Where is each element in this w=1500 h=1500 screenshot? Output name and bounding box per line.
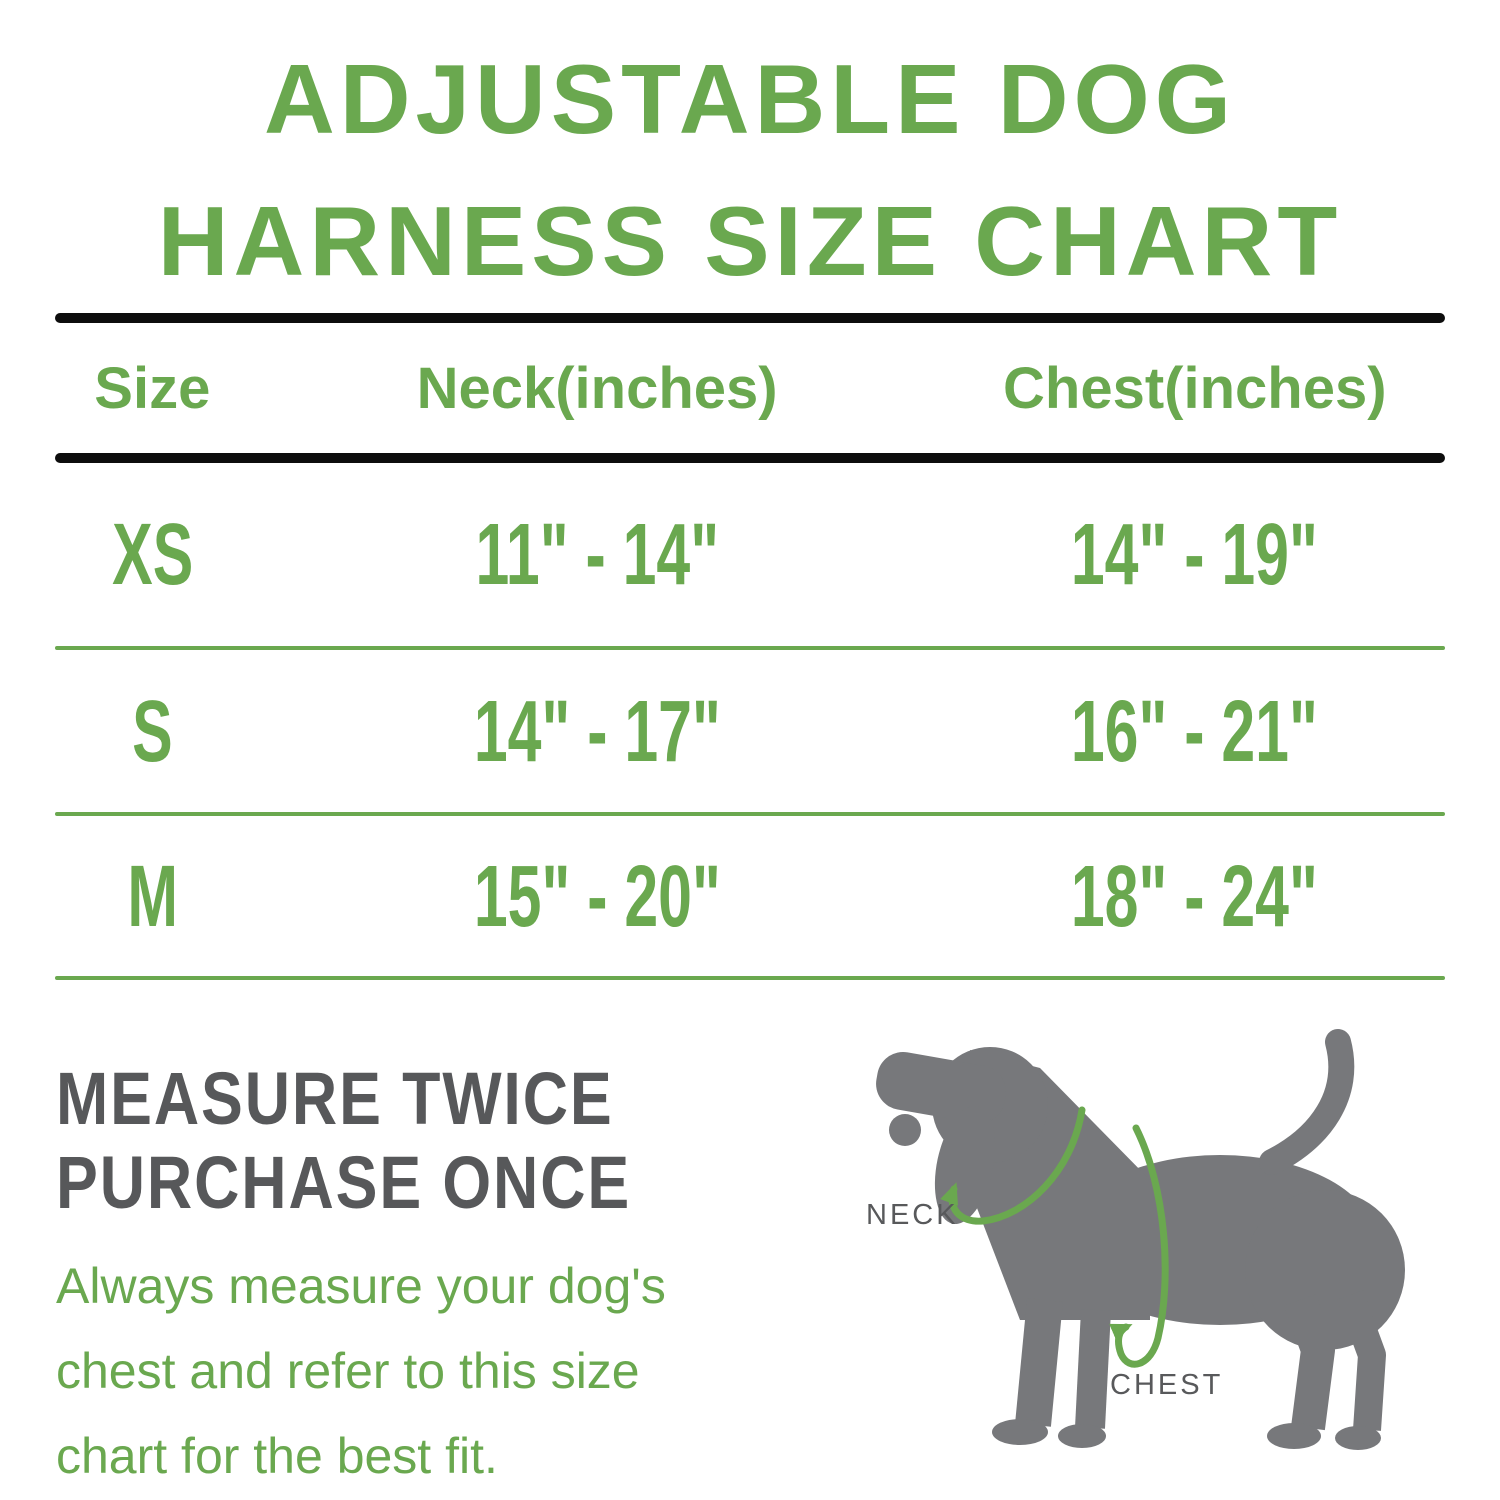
cell-neck-m: 15" - 20": [473, 847, 721, 945]
header-cell-size: Size: [94, 355, 211, 421]
cell-size-s: S: [132, 682, 173, 780]
cell-size-m: M: [126, 847, 178, 945]
table-header-rule: [55, 453, 1445, 463]
table-row-xs: XS 11" - 14" 14" - 19": [55, 463, 1445, 646]
page-title: ADJUSTABLE DOG HARNESS SIZE CHART: [0, 28, 1500, 312]
row-divider: [55, 976, 1445, 980]
row-divider: [55, 646, 1445, 650]
cell-neck-xs: 11" - 14": [475, 505, 719, 604]
page-title-line1: ADJUSTABLE DOG: [263, 44, 1236, 154]
dog-measurement-diagram: NECK CHEST: [866, 1029, 1405, 1450]
chest-label: CHEST: [1110, 1369, 1223, 1401]
header-cell-neck: Neck(inches): [416, 355, 778, 421]
size-table: Size Neck(inches) Chest(inches) XS 11" -…: [55, 313, 1445, 980]
header-cell-chest: Chest(inches): [1003, 355, 1387, 421]
measure-advice-block: MEASURE TWICE PURCHASE ONCE Always measu…: [56, 1056, 776, 1499]
table-top-rule: [55, 313, 1445, 323]
cell-chest-m: 18" - 24": [1071, 847, 1319, 945]
table-header-row: Size Neck(inches) Chest(inches): [55, 323, 1445, 453]
cell-neck-s: 14" - 17": [473, 682, 721, 780]
dog-silhouette-icon: [876, 1029, 1405, 1450]
cell-chest-s: 16" - 21": [1071, 682, 1319, 780]
footer-heading-line1: MEASURE TWICE: [56, 1056, 614, 1140]
page-title-line2: HARNESS SIZE CHART: [157, 186, 1343, 296]
footer-note: Always measure your dog's chest and refe…: [56, 1258, 666, 1484]
footer-heading: MEASURE TWICE PURCHASE ONCE: [56, 1056, 776, 1224]
table-row-m: M 15" - 20" 18" - 24": [55, 816, 1445, 976]
neck-measure-arrow-icon: [940, 1106, 1086, 1225]
neck-label: NECK: [866, 1199, 959, 1231]
table-row-s: S 14" - 17" 16" - 21": [55, 650, 1445, 812]
row-divider: [55, 812, 1445, 816]
footer-heading-line2: PURCHASE ONCE: [56, 1140, 632, 1224]
cell-size-xs: XS: [111, 505, 193, 604]
cell-chest-xs: 14" - 19": [1071, 505, 1319, 604]
chest-measure-arrow-icon: [1109, 1124, 1169, 1368]
